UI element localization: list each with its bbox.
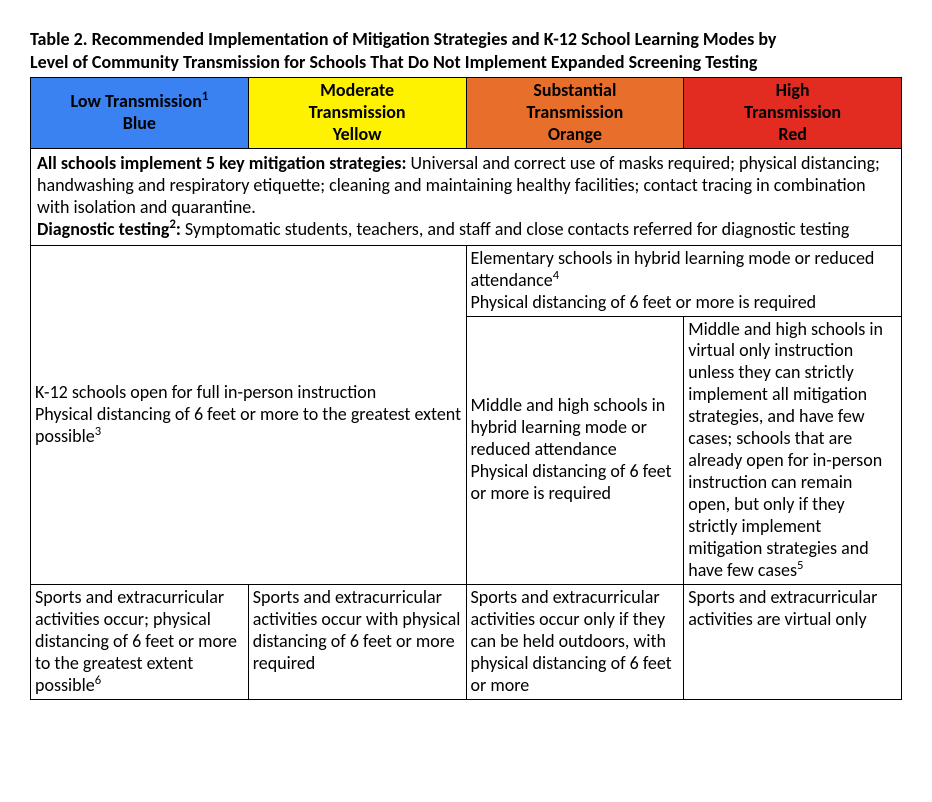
middle-substantial-cell: Middle and high schools in hybrid learni… xyxy=(466,316,684,584)
elementary-cell: Elementary schools in hybrid learning mo… xyxy=(466,245,902,316)
title-line-2: Level of Community Transmission for Scho… xyxy=(30,51,757,73)
mitigation-bold1: All schools implement 5 key mitigation s… xyxy=(37,152,411,174)
hdr-sub-line3: Orange xyxy=(548,123,602,145)
hdr-mod-line1: Moderate xyxy=(320,79,394,101)
elem-line2: Physical distancing of 6 feet or more is… xyxy=(471,291,817,313)
hdr-sub-line1: Substantial xyxy=(533,79,616,101)
sports-sub-cell: Sports and extracurricular activities oc… xyxy=(466,584,684,699)
sports-low-sup: 6 xyxy=(95,673,101,688)
elem-line1: Elementary schools in hybrid learning mo… xyxy=(471,247,875,291)
sports-mod-cell: Sports and extracurricular activities oc… xyxy=(248,584,466,699)
middle-high-red-cell: Middle and high schools in virtual only … xyxy=(684,316,902,584)
header-high: High Transmission Red xyxy=(684,78,902,149)
header-low: Low Transmission1 Blue xyxy=(31,78,249,149)
hdr-low-sup: 1 xyxy=(202,89,208,104)
hdr-mod-line3: Yellow xyxy=(333,123,382,145)
header-substantial: Substantial Transmission Orange xyxy=(466,78,684,149)
mh-high-text: Middle and high schools in virtual only … xyxy=(688,318,883,581)
title-line-1: Table 2. Recommended Implementation of M… xyxy=(30,28,776,50)
hdr-mod-line2: Transmission xyxy=(309,101,406,123)
mitigation-body2: Symptomatic students, teachers, and staf… xyxy=(185,218,850,240)
header-moderate: Moderate Transmission Yellow xyxy=(248,78,466,149)
sports-high-cell: Sports and extracurricular activities ar… xyxy=(684,584,902,699)
mh-high-sup: 5 xyxy=(797,558,803,573)
sports-low-text: Sports and extracurricular activities oc… xyxy=(35,586,237,696)
hdr-high-line1: High xyxy=(776,79,810,101)
hdr-low-line2: Blue xyxy=(123,112,156,134)
table-title: Table 2. Recommended Implementation of M… xyxy=(30,28,902,73)
hdr-low-line1: Low Transmission xyxy=(71,90,202,112)
hdr-high-line2: Transmission xyxy=(744,101,841,123)
sports-row: Sports and extracurricular activities oc… xyxy=(31,584,902,699)
elem-sup: 4 xyxy=(553,268,559,283)
k12-sup: 3 xyxy=(95,424,101,439)
mitigation-cell: All schools implement 5 key mitigation s… xyxy=(31,148,902,245)
sports-low-cell: Sports and extracurricular activities oc… xyxy=(31,584,249,699)
mitigation-bold2: Diagnostic testing2: xyxy=(37,218,185,240)
k12-open-cell: K-12 schools open for full in-person ins… xyxy=(31,245,467,584)
header-row: Low Transmission1 Blue Moderate Transmis… xyxy=(31,78,902,149)
elementary-row: K-12 schools open for full in-person ins… xyxy=(31,245,902,316)
hdr-high-line3: Red xyxy=(778,123,807,145)
k12-line1: K-12 schools open for full in-person ins… xyxy=(35,381,376,403)
mitigation-table: Low Transmission1 Blue Moderate Transmis… xyxy=(30,77,902,700)
hdr-sub-line2: Transmission xyxy=(526,101,623,123)
mitigation-row: All schools implement 5 key mitigation s… xyxy=(31,148,902,245)
